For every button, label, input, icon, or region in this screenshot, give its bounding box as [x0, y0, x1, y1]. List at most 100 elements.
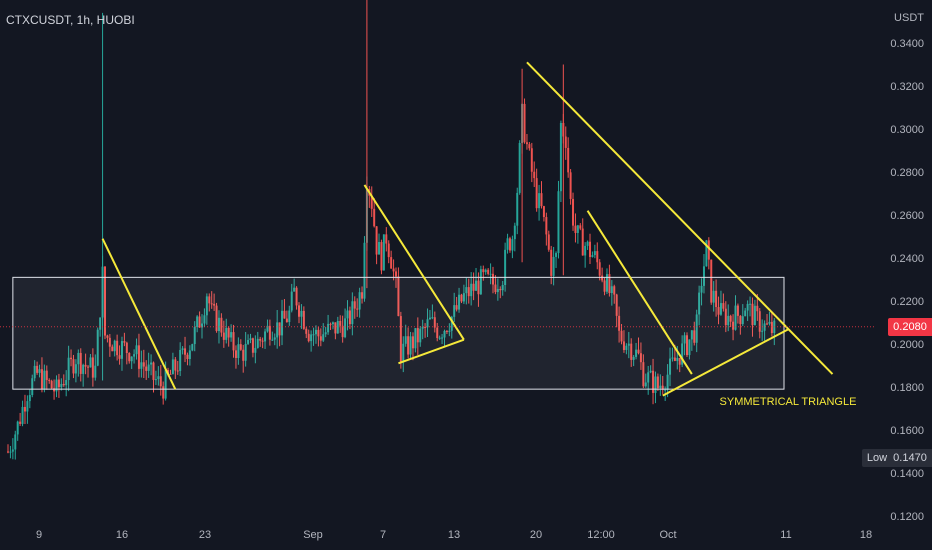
candle-body	[756, 305, 759, 312]
candle-body	[746, 303, 749, 311]
candle-body	[576, 225, 579, 233]
candle-body	[145, 366, 148, 371]
candle-body	[106, 335, 109, 338]
candle-body	[598, 262, 601, 276]
candle-body	[603, 280, 606, 292]
candle-body	[278, 322, 281, 336]
candle-body	[656, 376, 659, 389]
candle-body	[492, 273, 494, 285]
candle-body	[523, 103, 526, 143]
candle-body	[28, 395, 31, 402]
candle-body	[465, 287, 468, 294]
candle-body	[171, 359, 174, 375]
pattern-label: SYMMETRICAL TRIANGLE	[720, 396, 857, 408]
candle-body	[729, 315, 732, 322]
y-tick-label: 0.1200	[890, 511, 924, 523]
candle-body	[271, 339, 274, 341]
candle-body	[734, 305, 737, 330]
axis-unit-label: USDT	[894, 12, 924, 24]
candle-body	[501, 285, 504, 291]
candle-body	[329, 323, 332, 325]
candle-body	[23, 406, 26, 412]
candle-body	[363, 242, 366, 299]
candle-body	[399, 316, 402, 363]
candle-body	[89, 357, 92, 368]
range-box	[12, 276, 785, 390]
candle-body	[237, 344, 240, 359]
candle-body	[637, 349, 640, 354]
candle-body	[443, 330, 446, 338]
candle-body	[768, 321, 771, 324]
candle-body	[557, 191, 560, 254]
low-label-tag: Low	[862, 449, 892, 467]
candle-body	[261, 340, 264, 342]
candle-body	[574, 225, 577, 233]
candle-body	[392, 268, 395, 272]
candle-body	[358, 292, 361, 310]
time-axis[interactable]: 9 16 23 Sep 7 13 20 12:00 Oct 11 18	[36, 529, 872, 541]
candle-body	[120, 341, 123, 359]
candle-body	[642, 362, 645, 387]
candle-body	[33, 365, 36, 379]
candle-body	[596, 251, 599, 263]
candle-body	[123, 341, 126, 343]
y-tick-label: 0.2400	[890, 253, 924, 265]
candle-body	[344, 318, 347, 338]
candle-body	[516, 192, 519, 226]
candle-body	[458, 294, 461, 310]
x-tick-label: 9	[36, 529, 42, 541]
candle-body	[116, 340, 119, 356]
candle-body	[60, 383, 63, 388]
candle-body	[419, 328, 422, 343]
candle-body	[758, 311, 761, 332]
candle-body	[375, 226, 378, 255]
candle-body	[664, 389, 667, 391]
candle-body	[695, 314, 698, 343]
candle-body	[753, 305, 756, 326]
y-tick-label: 0.2200	[890, 296, 924, 308]
candle-body	[351, 301, 354, 325]
candle-body	[712, 290, 715, 303]
candle-body	[96, 329, 99, 366]
candle-body	[242, 349, 245, 361]
candle-body	[547, 234, 550, 250]
symbol-title[interactable]: CTXCUSDT, 1h, HUOBI	[6, 13, 135, 27]
candle-body	[436, 327, 439, 339]
candle-body	[26, 401, 29, 412]
candle-body	[671, 357, 674, 359]
y-tick-label: 0.2800	[890, 167, 924, 179]
x-tick-label: 20	[530, 529, 542, 541]
candle-body	[9, 451, 12, 453]
candle-body	[736, 305, 739, 316]
candle-body	[530, 148, 533, 172]
x-tick-label: 12:00	[587, 529, 615, 541]
candle-body	[111, 346, 114, 352]
x-tick-label: Oct	[659, 529, 676, 541]
candle-body	[504, 249, 507, 286]
candle-body	[222, 332, 225, 340]
candle-body	[380, 242, 383, 271]
candle-body	[511, 239, 514, 251]
candle-body	[552, 256, 555, 276]
candle-body	[538, 193, 541, 209]
candle-body	[19, 421, 22, 424]
candle-body	[489, 273, 492, 275]
candle-body	[230, 332, 233, 338]
candle-body	[128, 353, 131, 362]
candle-body	[113, 340, 116, 352]
candle-body	[395, 271, 397, 277]
price-axis[interactable]: 0.1200 0.1400 0.1600 0.1800 0.2000 0.2200 0.24…	[890, 38, 924, 523]
candle-body	[31, 378, 34, 396]
candle-body	[140, 362, 143, 369]
candle-body	[525, 142, 528, 145]
candle-body	[627, 343, 630, 346]
candle-body	[700, 285, 703, 293]
x-tick-label: 13	[448, 529, 460, 541]
candle-body	[57, 379, 60, 388]
candle-body	[87, 366, 90, 368]
candle-body	[108, 337, 111, 347]
candle-body	[118, 355, 121, 359]
candle-body	[572, 198, 575, 226]
candle-body	[622, 341, 625, 350]
